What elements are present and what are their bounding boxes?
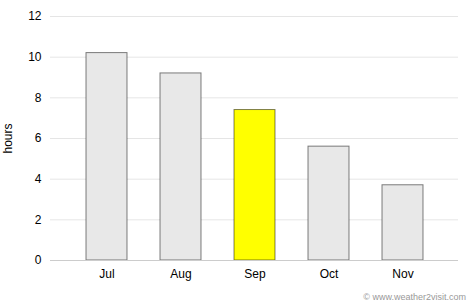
svg-text:0: 0 [35, 253, 42, 267]
svg-text:hours: hours [1, 123, 15, 153]
svg-text:12: 12 [28, 9, 42, 23]
svg-text:2: 2 [35, 213, 42, 227]
svg-text:6: 6 [35, 131, 42, 145]
svg-text:4: 4 [35, 172, 42, 186]
svg-text:8: 8 [35, 91, 42, 105]
svg-text:Jul: Jul [99, 267, 114, 281]
svg-text:Sep: Sep [244, 267, 266, 281]
svg-text:Oct: Oct [320, 267, 339, 281]
svg-text:Aug: Aug [170, 267, 191, 281]
html-text:© www.weather2visit.com: © www.weather2visit.com [363, 292, 466, 302]
svg-text:10: 10 [28, 50, 42, 64]
svg-text:Nov: Nov [392, 267, 413, 281]
